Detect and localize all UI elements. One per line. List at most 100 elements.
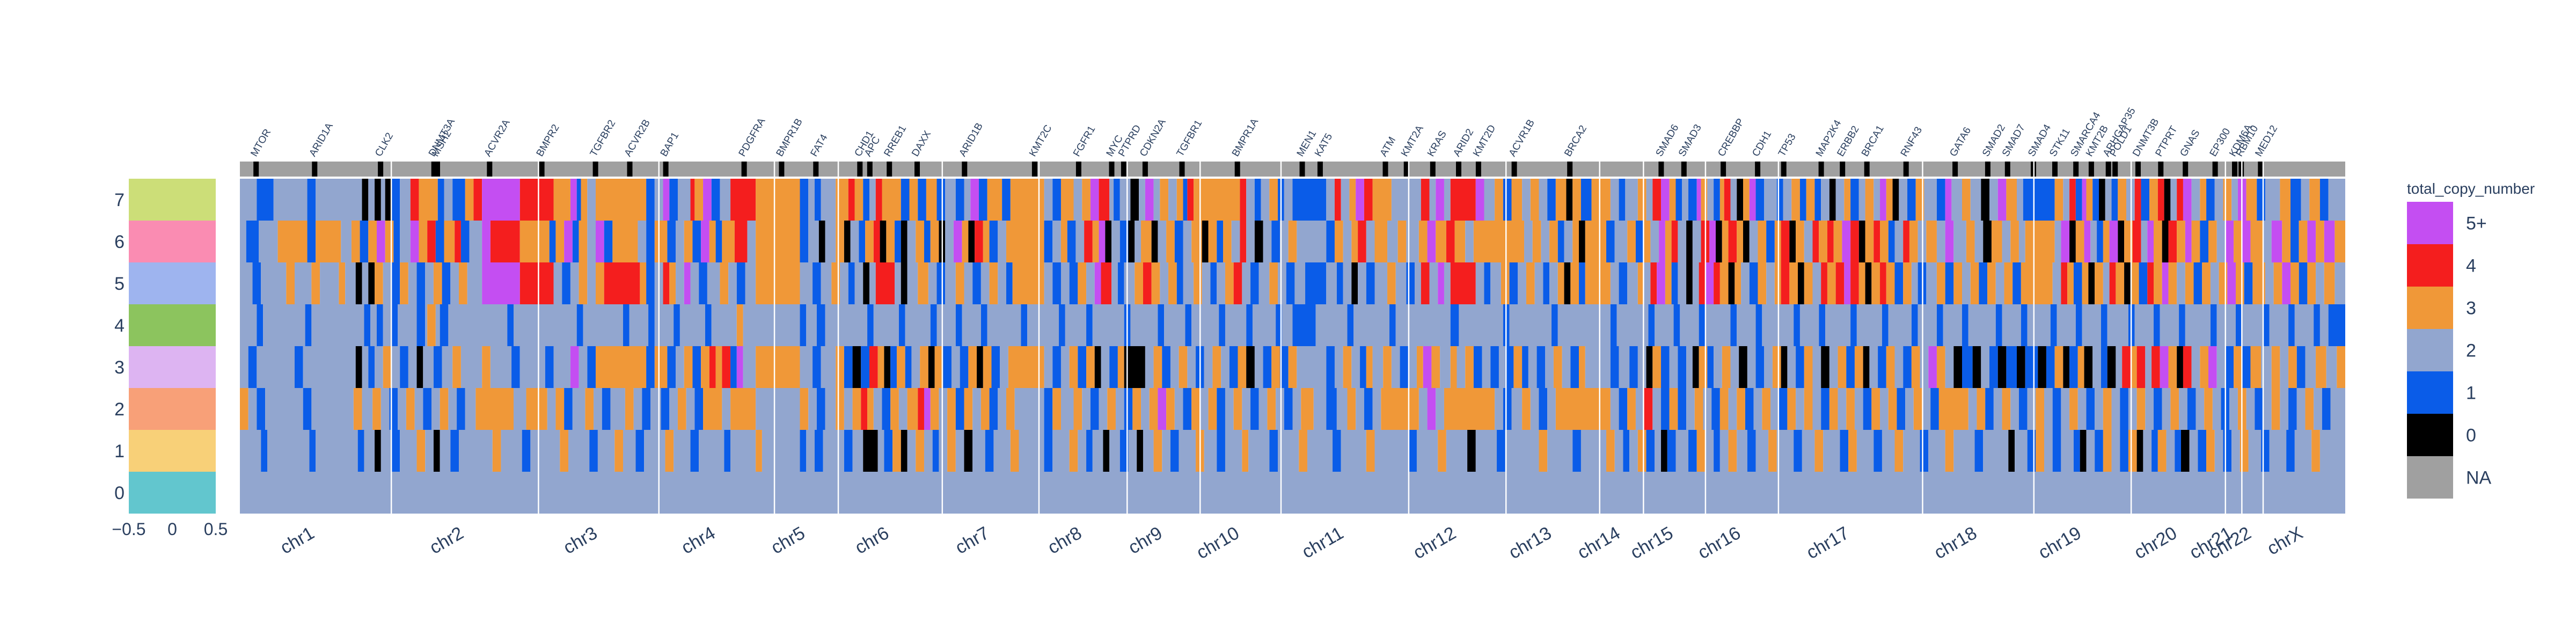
na-track-background xyxy=(240,162,2345,177)
heatmap-cell-sample-4 xyxy=(2002,304,2021,346)
heatmap-cell-sample-6 xyxy=(2103,221,2110,262)
heatmap-cell-sample-2 xyxy=(1217,388,1225,430)
heatmap-cell-sample-7 xyxy=(646,179,655,221)
heatmap-cell-sample-3 xyxy=(1536,346,1546,388)
heatmap-cell-sample-1 xyxy=(2103,430,2112,472)
heatmap-cell-sample-7 xyxy=(2164,179,2171,221)
heatmap-cell-sample-7 xyxy=(1951,179,1963,221)
heatmap-cell-sample-6 xyxy=(2168,221,2177,262)
heatmap-cell-sample-5 xyxy=(2244,262,2253,304)
heatmap-cell-sample-5 xyxy=(383,262,392,304)
heatmap-cell-sample-7 xyxy=(711,179,720,221)
heatmap-cell-sample-2 xyxy=(1381,388,1419,430)
heatmap-cell-sample-6 xyxy=(2200,221,2208,262)
heatmap-cell-sample-1 xyxy=(1814,430,1824,472)
heatmap-cell-sample-6 xyxy=(1217,221,1224,262)
heatmap-cell-sample-3 xyxy=(1008,346,1044,388)
heatmap-cell-sample-4 xyxy=(507,304,514,346)
heatmap-cell-sample-6 xyxy=(756,221,800,262)
heatmap-cell-sample-3 xyxy=(1838,346,1847,388)
chromosome-label: chr15 xyxy=(1627,523,1677,563)
heatmap-cell-sample-3 xyxy=(2316,346,2326,388)
heatmap-cell-sample-3 xyxy=(1000,346,1008,388)
heatmap-cell-sample-2 xyxy=(1547,388,1556,430)
heatmap-cell-sample-3 xyxy=(1513,346,1523,388)
heatmap-cell-sample-2 xyxy=(1993,388,2002,430)
heatmap-cell-sample-6 xyxy=(259,221,278,262)
heatmap-cell-sample-6 xyxy=(1983,221,1992,262)
heatmap-cell-sample-6 xyxy=(2191,221,2200,262)
heatmap-cell-sample-2 xyxy=(1829,388,1838,430)
heatmap-cell-sample-4 xyxy=(1065,304,1087,346)
heatmap-cell-sample-5 xyxy=(1926,262,1937,304)
heatmap-cell-sample-6 xyxy=(1166,221,1175,262)
heatmap-cell-sample-6 xyxy=(1842,221,1851,262)
heatmap-cell-sample-6 xyxy=(2025,221,2055,262)
heatmap-cell-sample-2 xyxy=(2120,388,2128,430)
gene-marker xyxy=(2052,162,2058,177)
heatmap-cell-sample-5 xyxy=(570,262,579,304)
heatmap-cell-sample-4 xyxy=(2179,304,2185,346)
gene-label: KRAS xyxy=(1425,129,1449,158)
heatmap-cell-sample-5 xyxy=(1911,262,1918,304)
heatmap-cell-sample-4 xyxy=(1610,304,1617,346)
heatmap-cell-sample-4 xyxy=(1158,304,1165,346)
heatmap-cell-sample-1 xyxy=(2319,430,2345,472)
heatmap-cell-sample-7 xyxy=(1109,179,1114,221)
heatmap-cell-sample-1 xyxy=(2143,430,2152,472)
heatmap-cell-sample-6 xyxy=(1524,221,1533,262)
heatmap-cell-sample-1 xyxy=(1606,430,1615,472)
heatmap-cell-sample-4 xyxy=(1292,304,1316,346)
heatmap-cell-sample-5 xyxy=(1269,262,1278,304)
heatmap-cell-sample-5 xyxy=(1374,262,1388,304)
heatmap-cell-sample-1 xyxy=(955,430,964,472)
sample-axis-tick: 0 xyxy=(167,519,177,539)
heatmap-cell-sample-7 xyxy=(2069,179,2076,221)
heatmap-cell-sample-6 xyxy=(2324,221,2335,262)
heatmap-cell-sample-6 xyxy=(800,221,809,262)
heatmap-cell-sample-7 xyxy=(1160,179,1169,221)
heatmap-cell-sample-2 xyxy=(1977,388,1986,430)
heatmap-cell-sample-1 xyxy=(852,430,863,472)
gene-marker xyxy=(741,162,747,177)
heatmap-cell-sample-7 xyxy=(2111,179,2118,221)
heatmap-cell-sample-1 xyxy=(699,430,724,472)
heatmap-cell-sample-5 xyxy=(1202,262,1211,304)
heatmap-cell-sample-7 xyxy=(1880,179,1886,221)
heatmap-cell-sample-5 xyxy=(745,262,756,304)
heatmap-cell-sample-5 xyxy=(1101,262,1112,304)
heatmap-cell-sample-5 xyxy=(848,262,855,304)
heatmap-cell-sample-2 xyxy=(1158,388,1167,430)
legend-swatch xyxy=(2407,244,2453,287)
heatmap-cell-sample-3 xyxy=(1086,346,1095,388)
heatmap-cell-sample-5 xyxy=(1728,262,1735,304)
heatmap-cell-sample-3 xyxy=(2242,346,2251,388)
heatmap-cell-sample-1 xyxy=(309,430,316,472)
heatmap-cell-sample-2 xyxy=(1686,388,1695,430)
heatmap-cell-sample-6 xyxy=(1436,221,1446,262)
heatmap-cell-sample-4 xyxy=(416,304,426,346)
gene-label: ACVR2B xyxy=(623,118,653,158)
heatmap-cell-sample-2 xyxy=(677,388,686,430)
heatmap-cell-sample-4 xyxy=(1225,304,1247,346)
heatmap-cell-sample-5 xyxy=(2095,262,2103,304)
legend-swatch xyxy=(2407,456,2453,499)
heatmap-cell-sample-6 xyxy=(2061,221,2070,262)
heatmap-cell-sample-6 xyxy=(1627,221,1636,262)
gene-marker xyxy=(887,162,892,177)
heatmap-cell-sample-2 xyxy=(1174,388,1183,430)
heatmap-cell-sample-2 xyxy=(800,388,809,430)
heatmap-cell-sample-7 xyxy=(756,179,800,221)
heatmap-cell-sample-2 xyxy=(1846,388,1855,430)
heatmap-cell-sample-4 xyxy=(364,304,371,346)
gene-label: ACVR1B xyxy=(1507,118,1537,158)
heatmap-cell-sample-7 xyxy=(1421,179,1430,221)
heatmap-cell-sample-5 xyxy=(1415,262,1421,304)
heatmap-cell-sample-1 xyxy=(1119,430,1129,472)
heatmap-cell-sample-1 xyxy=(568,430,590,472)
heatmap-cell-sample-1 xyxy=(2111,430,2120,472)
heatmap-cell-sample-5 xyxy=(1570,262,1579,304)
heatmap-cell-sample-3 xyxy=(1903,346,1912,388)
heatmap-cell-sample-6 xyxy=(2177,221,2185,262)
sample-axis: −0.5 0 0.5 xyxy=(112,519,228,539)
